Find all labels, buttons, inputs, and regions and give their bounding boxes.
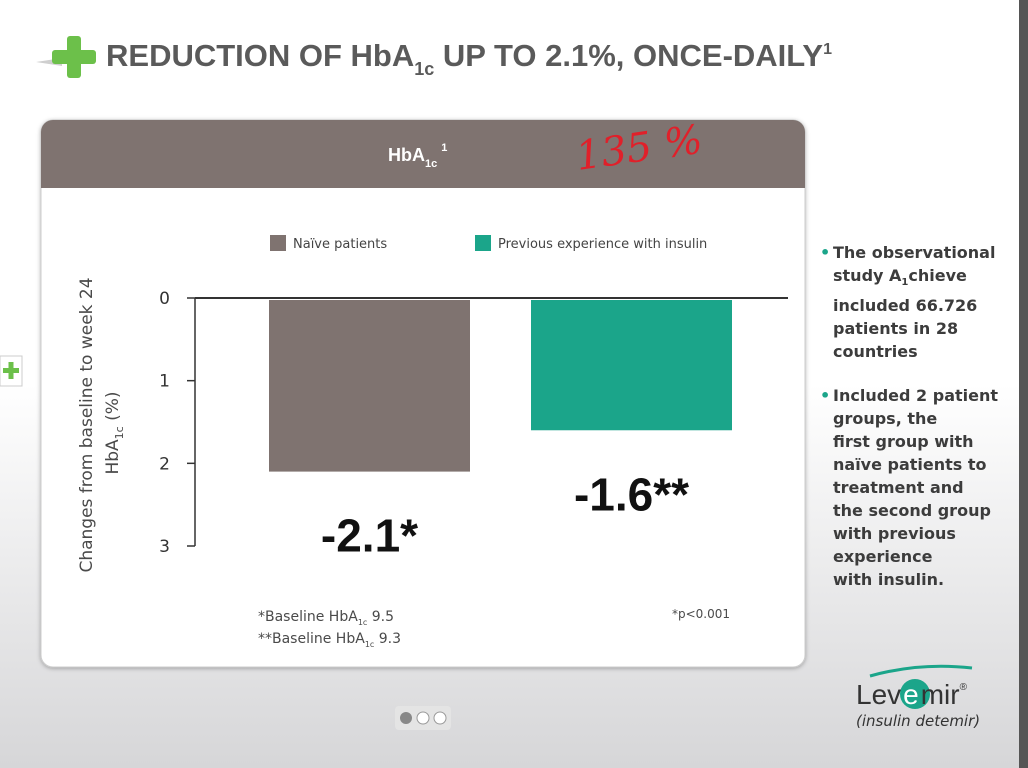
y-label-line: (%) (103, 391, 123, 426)
panel-title-sub: 1c (425, 158, 437, 170)
footnotes: *Baseline HbA1c 9.5 **Baseline HbA1c 9.3… (258, 607, 730, 649)
y-tick-label: 0 (159, 289, 170, 309)
legend-label: Naïve patients (293, 237, 387, 252)
bullet-line: with insulin. (833, 570, 945, 590)
bullet-line: groups, the (833, 409, 938, 429)
bullet: • The observational study A1chieve included… (820, 241, 1015, 363)
y-tick-label: 1 (159, 372, 170, 392)
pager-dot[interactable] (400, 712, 412, 724)
title-sup: 1 (823, 41, 832, 58)
footnote-text: 9.3 (374, 631, 401, 647)
footnote: **Baseline HbA1c 9.3 (258, 631, 401, 649)
footnote-text: 9.5 (367, 609, 394, 625)
bullet-line: first group with (833, 432, 974, 452)
legend-swatch (270, 235, 286, 251)
footnote: *p<0.001 (672, 607, 730, 621)
title-sub: 1c (414, 59, 434, 79)
y-axis-label: Changes from baseline to week 24 HbA1c (%… (77, 277, 126, 572)
bullet-line: included 66.726 (833, 296, 978, 316)
bullet-sub: 1 (901, 277, 909, 289)
logo-subtitle: (insulin detemir) (856, 712, 980, 730)
y-label-sub: 1c (113, 426, 126, 439)
panel-title-sup: 1 (441, 142, 447, 154)
footnote-text: **Baseline HbA (258, 631, 365, 647)
title-text: UP TO 2.1%, ONCE-DAILY (434, 38, 823, 73)
bullet-line: study A (833, 266, 902, 285)
logo-text: e (903, 679, 919, 710)
value-label: -2.1* (321, 510, 418, 562)
logo-reg: ® (960, 682, 968, 693)
bullet-line: the second group (833, 501, 991, 521)
bullet-line: experience (833, 547, 933, 567)
panel-title: HbA1c 1 (388, 142, 447, 170)
panel-header (41, 120, 805, 188)
value-label: -1.6** (574, 468, 689, 520)
legend-label: Previous experience with insulin (498, 237, 707, 252)
bullet-line: with previous (833, 524, 956, 544)
footnote: *Baseline HbA1c 9.5 (258, 609, 394, 627)
y-label-line: Changes from baseline to week 24 (77, 277, 97, 572)
logo-text: mir (921, 679, 960, 710)
pager-dot[interactable] (416, 711, 430, 725)
footnote-sub: 1c (365, 640, 375, 649)
edge (1019, 0, 1028, 768)
panel-title-text: HbA (388, 145, 425, 165)
bar (269, 300, 470, 472)
bullet-line: patients in 28 (833, 319, 959, 339)
header-icon (36, 36, 96, 78)
footnote-text: *Baseline HbA (258, 609, 358, 625)
logo: Levemir® (insulin detemir) (856, 664, 980, 730)
bullet-line: Included 2 patient (833, 386, 999, 406)
legend-swatch (475, 235, 491, 251)
y-tick-label: 3 (159, 537, 170, 557)
y-label-line: HbA (103, 439, 123, 475)
bar (531, 300, 732, 431)
title-text: REDUCTION OF HbA (106, 38, 414, 73)
pager (395, 706, 451, 730)
bullet-line: chieve (908, 266, 967, 285)
bullet-line: treatment and (833, 478, 964, 498)
logo-name: Levemir® (856, 679, 968, 710)
bullet-line: The observational (833, 243, 996, 262)
y-tick-label: 2 (159, 454, 170, 474)
pager-dot[interactable] (433, 711, 447, 725)
bullet-line: countries (833, 342, 918, 362)
logo-text: Lev (856, 679, 901, 710)
side-icon (0, 355, 23, 387)
bullet: • Included 2 patient groups, the first grou… (820, 384, 1015, 591)
page-title: REDUCTION OF HbA1c UP TO 2.1%, ONCE-DAIL… (106, 38, 832, 79)
footnote-sub: 1c (358, 618, 368, 627)
bullet-line: naïve patients to (833, 455, 987, 475)
bullet-list: • The observational study A1chieve included… (820, 241, 1015, 612)
